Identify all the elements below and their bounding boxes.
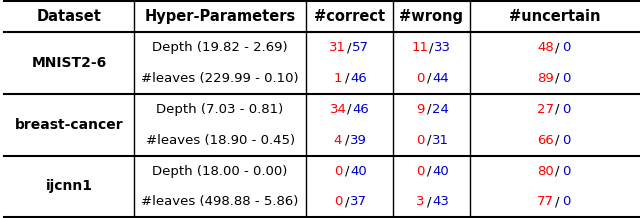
Text: /: / [554, 72, 559, 85]
Text: 40: 40 [350, 165, 367, 177]
Text: /: / [345, 195, 349, 208]
Text: 57: 57 [352, 41, 369, 54]
Text: 0: 0 [333, 165, 342, 177]
Text: 0: 0 [562, 41, 570, 54]
Text: 37: 37 [350, 195, 367, 208]
Text: 39: 39 [350, 134, 367, 147]
Text: 0: 0 [415, 134, 424, 147]
Text: 33: 33 [434, 41, 451, 54]
Text: 34: 34 [330, 103, 346, 116]
Text: #uncertain: #uncertain [509, 9, 600, 24]
Text: Dataset: Dataset [37, 9, 102, 24]
Text: /: / [429, 41, 433, 54]
Text: /: / [345, 165, 349, 177]
Text: 0: 0 [415, 165, 424, 177]
Text: 44: 44 [432, 72, 449, 85]
Text: 31: 31 [432, 134, 449, 147]
Text: 77: 77 [537, 195, 554, 208]
Text: breast-cancer: breast-cancer [15, 118, 124, 132]
Text: #wrong: #wrong [399, 9, 463, 24]
Text: /: / [427, 134, 431, 147]
Text: 24: 24 [432, 103, 449, 116]
Text: /: / [347, 41, 351, 54]
Text: 46: 46 [350, 72, 367, 85]
Text: 0: 0 [562, 72, 570, 85]
Text: 66: 66 [537, 134, 554, 147]
Text: /: / [427, 103, 431, 116]
Text: 0: 0 [562, 195, 570, 208]
Text: /: / [427, 165, 431, 177]
Text: /: / [554, 165, 559, 177]
Text: ijcnn1: ijcnn1 [46, 179, 93, 193]
Text: /: / [427, 72, 431, 85]
Text: 11: 11 [412, 41, 428, 54]
Text: 40: 40 [432, 165, 449, 177]
Text: 1: 1 [333, 72, 342, 85]
Text: /: / [554, 195, 559, 208]
Text: /: / [345, 134, 349, 147]
Text: 31: 31 [330, 41, 346, 54]
Text: /: / [554, 134, 559, 147]
Text: #leaves (18.90 - 0.45): #leaves (18.90 - 0.45) [145, 134, 294, 147]
Text: /: / [554, 41, 559, 54]
Text: 0: 0 [562, 165, 570, 177]
Text: MNIST2-6: MNIST2-6 [31, 56, 107, 70]
Text: /: / [345, 72, 349, 85]
Text: Depth (19.82 - 2.69): Depth (19.82 - 2.69) [152, 41, 288, 54]
Text: /: / [554, 103, 559, 116]
Text: 0: 0 [562, 103, 570, 116]
Text: 89: 89 [537, 72, 554, 85]
Text: /: / [347, 103, 351, 116]
Text: 0: 0 [562, 134, 570, 147]
Text: 9: 9 [415, 103, 424, 116]
Text: Hyper-Parameters: Hyper-Parameters [145, 9, 296, 24]
Text: 46: 46 [353, 103, 369, 116]
Text: /: / [427, 195, 431, 208]
Text: #leaves (229.99 - 0.10): #leaves (229.99 - 0.10) [141, 72, 299, 85]
Text: 0: 0 [415, 72, 424, 85]
Text: 0: 0 [333, 195, 342, 208]
Text: #leaves (498.88 - 5.86): #leaves (498.88 - 5.86) [141, 195, 299, 208]
Text: Depth (18.00 - 0.00): Depth (18.00 - 0.00) [152, 165, 288, 177]
Text: 27: 27 [537, 103, 554, 116]
Text: Depth (7.03 - 0.81): Depth (7.03 - 0.81) [157, 103, 284, 116]
Text: 48: 48 [537, 41, 554, 54]
Text: 80: 80 [537, 165, 554, 177]
Text: 3: 3 [415, 195, 424, 208]
Text: 43: 43 [432, 195, 449, 208]
Text: #correct: #correct [314, 9, 385, 24]
Text: 4: 4 [333, 134, 342, 147]
